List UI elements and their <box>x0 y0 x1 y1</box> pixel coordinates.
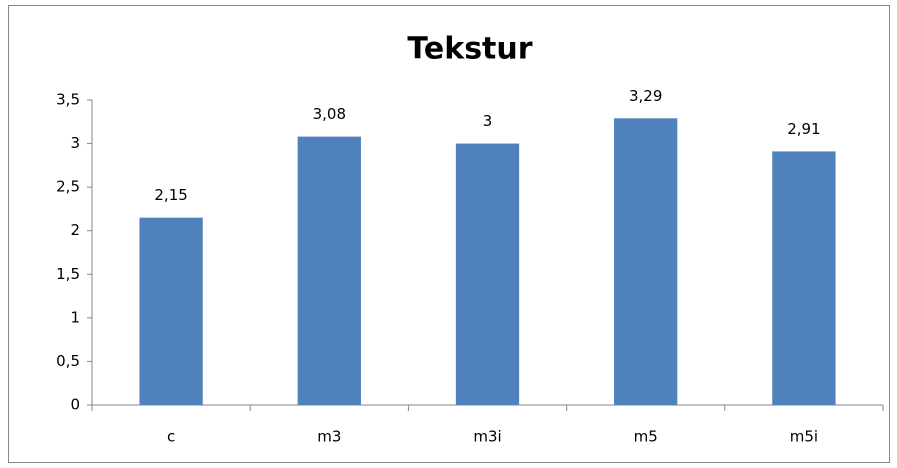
x-tick-label: m5 <box>634 428 658 446</box>
chart-title: Tekstur <box>407 32 532 67</box>
y-tick-label: 2 <box>70 221 80 239</box>
bar <box>455 143 520 406</box>
data-label: 2,15 <box>154 186 187 204</box>
x-tick-label: m3 <box>317 428 341 446</box>
data-label: 3,29 <box>629 87 662 105</box>
y-tick-label: 0 <box>70 396 80 414</box>
y-tick-label: 3 <box>70 134 80 152</box>
x-tick-label: c <box>167 428 175 446</box>
data-label: 3,08 <box>313 105 346 123</box>
bar <box>772 151 836 405</box>
y-tick-label: 2,5 <box>56 178 80 196</box>
y-tick-label: 0,5 <box>56 352 80 370</box>
x-tick-label: m5i <box>790 428 818 446</box>
y-tick-label: 1 <box>70 308 80 326</box>
bar <box>297 136 361 405</box>
x-tick-label: m3i <box>473 428 501 446</box>
y-tick-label: 3,5 <box>56 91 80 109</box>
data-label: 3 <box>483 112 493 130</box>
bar <box>614 118 678 406</box>
bar <box>139 217 203 405</box>
data-label: 2,91 <box>787 120 820 138</box>
y-tick-label: 1,5 <box>56 265 80 283</box>
